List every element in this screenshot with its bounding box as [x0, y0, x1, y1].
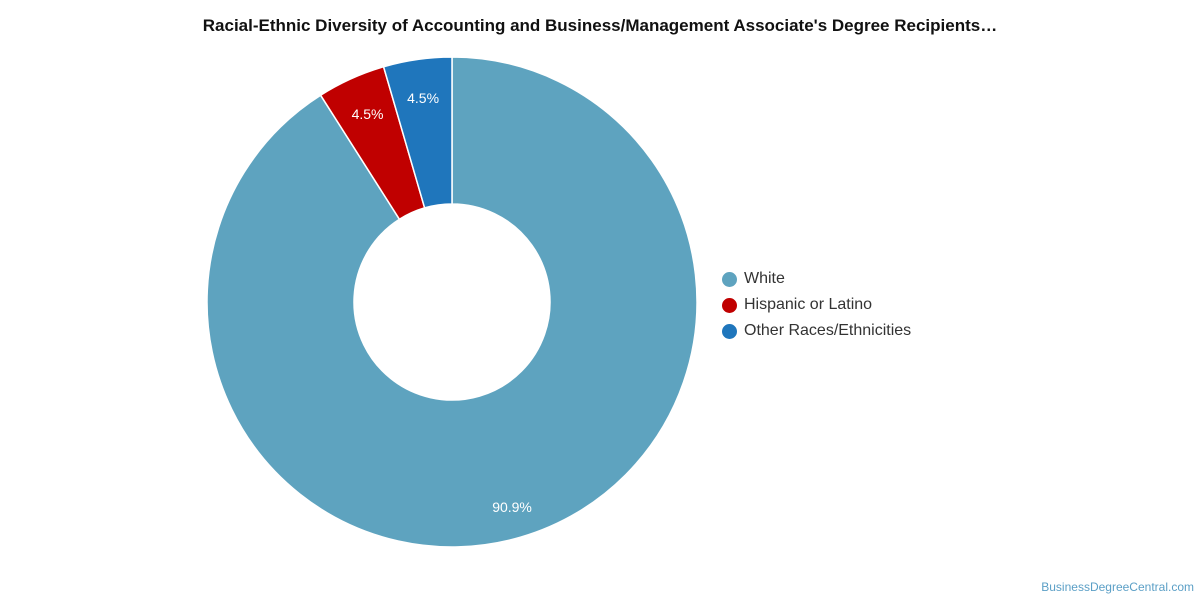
legend-swatch — [722, 297, 737, 313]
legend-label: Other Races/Ethnicities — [744, 322, 912, 339]
data-label-hispanic-or-latino: 4.5% — [352, 106, 384, 122]
slice-other-races-ethnicities[interactable] — [382, 56, 453, 209]
legend: White Hispanic or Latino Other Races/Ethni… — [722, 266, 911, 344]
chart-title: Racial-Ethnic Diversity of Accounting an… — [202, 16, 998, 35]
legend-item-other-races-ethnicities[interactable]: Other Races/Ethnicities — [722, 318, 911, 344]
watermark: BusinessDegreeCentral.com — [1041, 580, 1194, 594]
legend-label: White — [744, 270, 785, 287]
slice-white[interactable] — [206, 56, 698, 548]
legend-label: Hispanic or Latino — [744, 296, 873, 313]
data-label-other-races-ethnicities: 4.5% — [407, 90, 439, 106]
data-label-white: 90.9% — [492, 499, 532, 515]
legend-item-hispanic-or-latino[interactable]: Hispanic or Latino — [722, 292, 911, 318]
legend-item-white[interactable]: White — [722, 266, 911, 292]
legend-swatch — [722, 271, 737, 287]
legend-swatch — [722, 323, 737, 339]
